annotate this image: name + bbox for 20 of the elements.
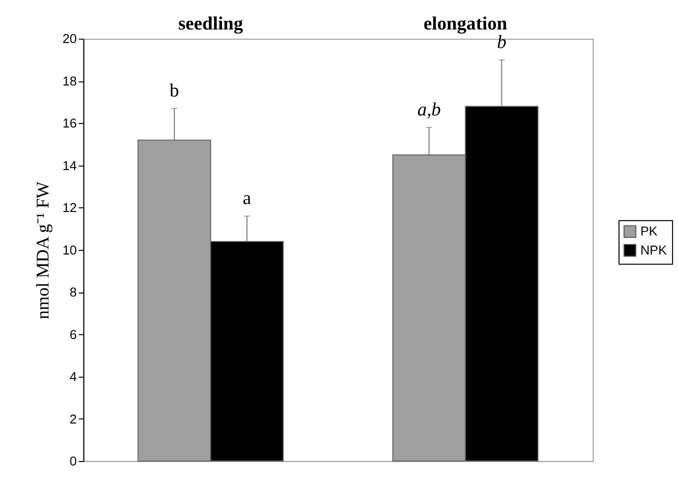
x-tick-label: seedling xyxy=(178,13,244,34)
annotation: b xyxy=(170,80,180,102)
y-tick-label: 16 xyxy=(62,116,77,131)
legend-label: NPK xyxy=(640,242,668,258)
y-tick-label: 2 xyxy=(70,411,77,426)
y-tick-label: 0 xyxy=(70,453,77,468)
y-tick-label: 10 xyxy=(62,242,77,258)
legend-label: PK xyxy=(640,224,658,239)
y-tick-label: 12 xyxy=(62,200,77,216)
annotation: b xyxy=(496,32,506,53)
y-tick-label: 20 xyxy=(62,31,77,46)
annotation: a xyxy=(242,188,252,210)
y-tick-label: 14 xyxy=(62,158,77,173)
y-tick-label: 8 xyxy=(70,284,77,300)
y-axis-title: nmol MDA g⁻¹ FW xyxy=(32,181,53,320)
y-tick-label: 6 xyxy=(70,326,77,342)
x-tick-label: elongation xyxy=(424,13,508,34)
y-tick-label: 4 xyxy=(70,369,77,384)
annotation: a,b xyxy=(417,100,441,121)
y-tick-label: 18 xyxy=(62,73,77,88)
